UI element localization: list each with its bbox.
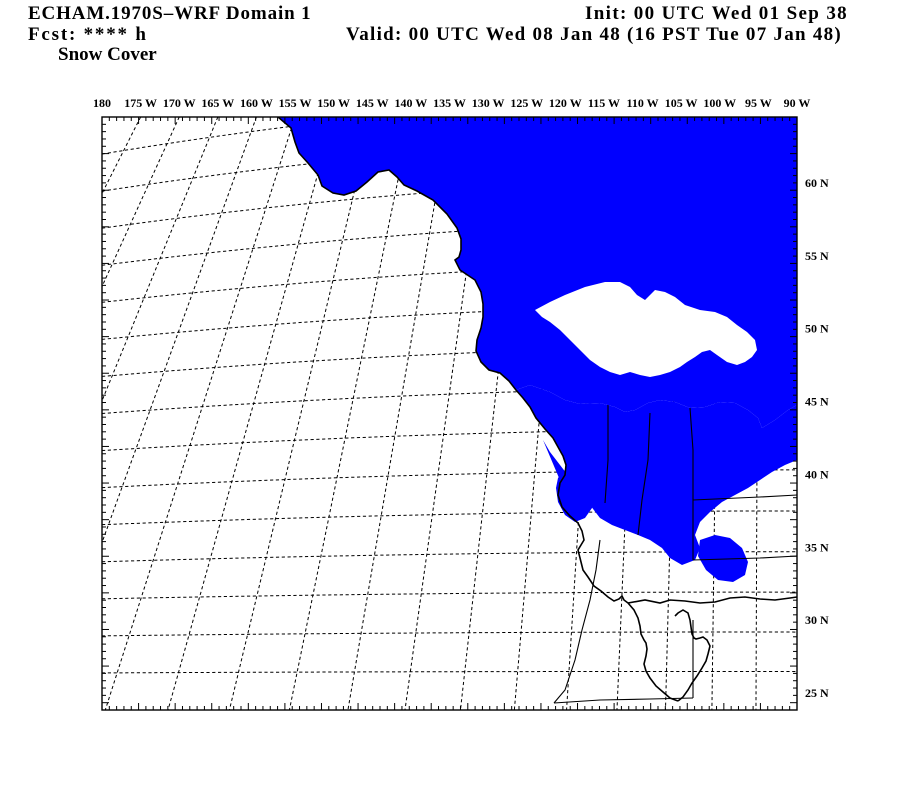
svg-text:45 N: 45 N <box>805 395 829 409</box>
svg-text:155 W: 155 W <box>279 96 312 110</box>
svg-text:50 N: 50 N <box>805 322 829 336</box>
svg-text:130 W: 130 W <box>472 96 505 110</box>
svg-text:180: 180 <box>93 96 111 110</box>
svg-text:25 N: 25 N <box>805 686 829 700</box>
svg-text:140 W: 140 W <box>394 96 427 110</box>
svg-text:100 W: 100 W <box>703 96 736 110</box>
svg-text:40 N: 40 N <box>805 467 829 481</box>
svg-text:145 W: 145 W <box>356 96 389 110</box>
svg-text:150 W: 150 W <box>317 96 350 110</box>
svg-text:30 N: 30 N <box>805 613 829 627</box>
svg-text:170 W: 170 W <box>163 96 196 110</box>
svg-text:110 W: 110 W <box>626 96 658 110</box>
svg-text:35 N: 35 N <box>805 540 829 554</box>
svg-text:135 W: 135 W <box>433 96 466 110</box>
svg-text:125 W: 125 W <box>510 96 543 110</box>
svg-text:105 W: 105 W <box>665 96 698 110</box>
svg-text:55 N: 55 N <box>805 249 829 263</box>
svg-text:60 N: 60 N <box>805 176 829 190</box>
svg-text:115 W: 115 W <box>588 96 620 110</box>
svg-text:175 W: 175 W <box>124 96 157 110</box>
svg-text:160 W: 160 W <box>240 96 273 110</box>
svg-text:120 W: 120 W <box>549 96 582 110</box>
svg-text:95 W: 95 W <box>745 96 772 110</box>
svg-text:165 W: 165 W <box>201 96 234 110</box>
svg-text:90 W: 90 W <box>784 96 811 110</box>
